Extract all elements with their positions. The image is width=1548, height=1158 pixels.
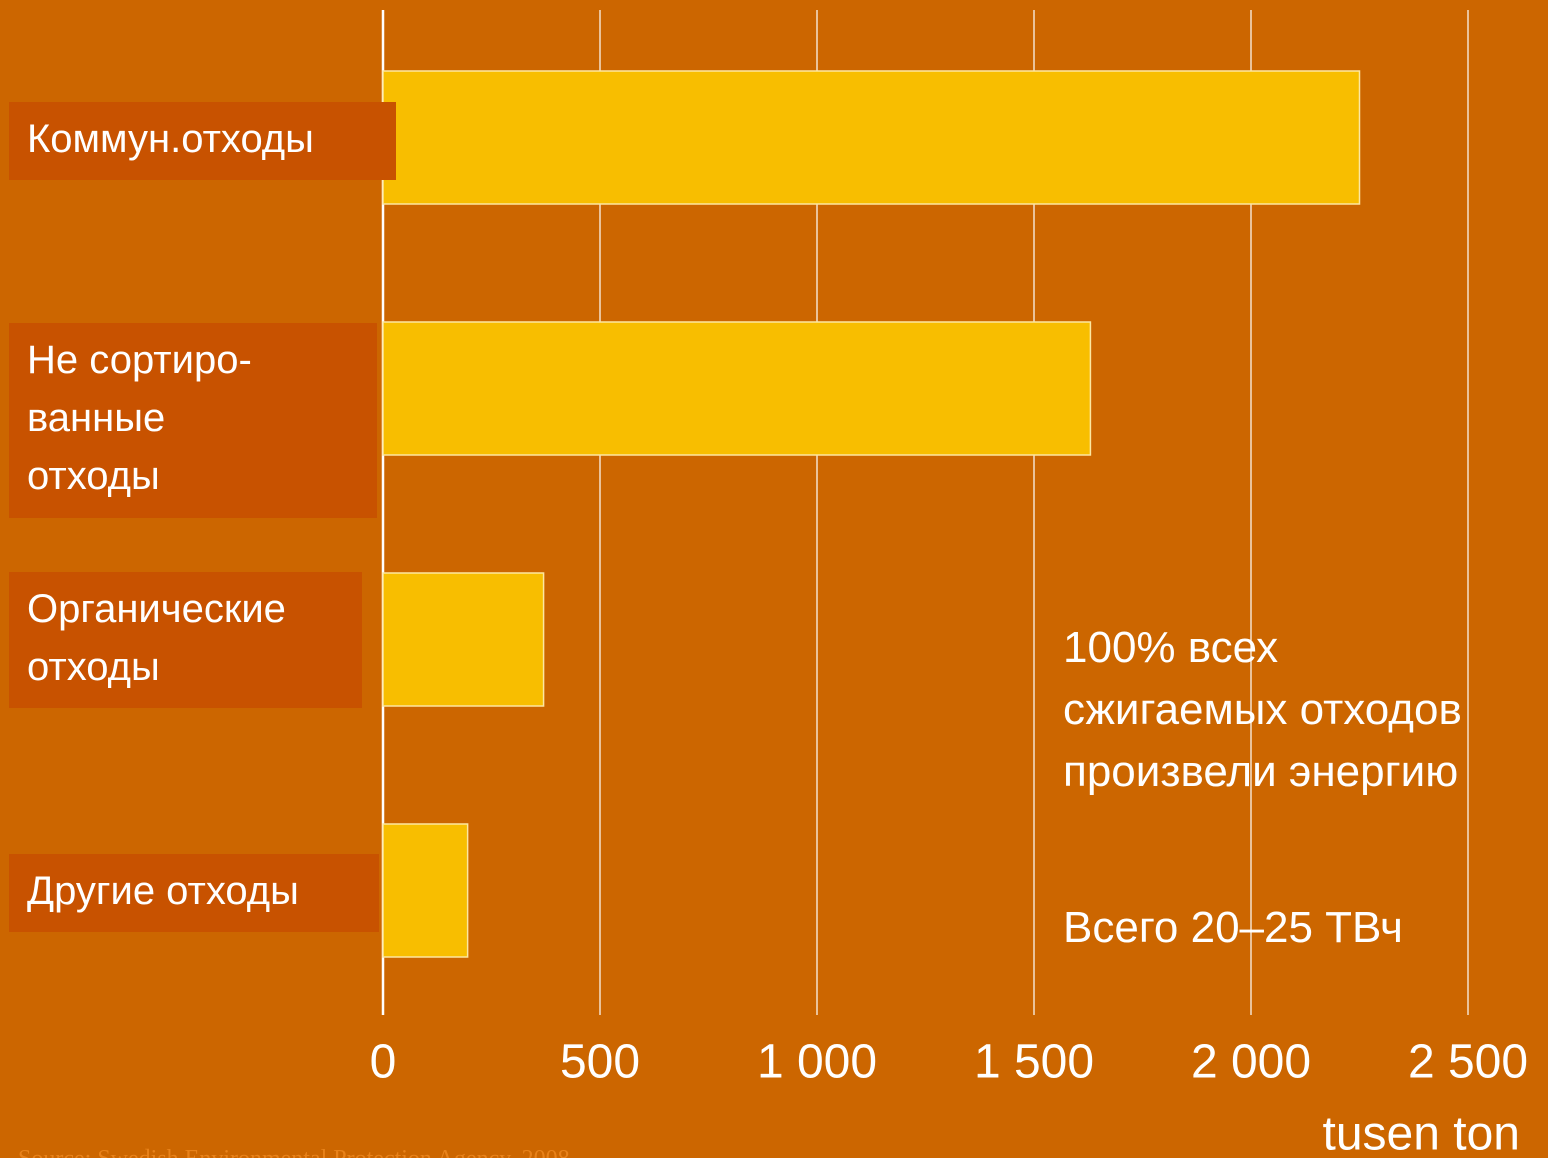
x-tick-label: 500 <box>560 1036 640 1089</box>
x-tick-label: 1 500 <box>974 1036 1094 1089</box>
bar <box>382 572 545 707</box>
category-label: Органические отходы <box>9 572 362 708</box>
annotation: 100% всех сжигаемых отходов произвели эн… <box>1063 623 1462 796</box>
source: Source: Swedish Environmental Protection… <box>18 1146 570 1158</box>
x-tick-label: 0 <box>370 1036 397 1089</box>
category-label: Другие отходы <box>9 854 379 932</box>
category-label: Не сортиро- ванные отходы <box>9 323 377 518</box>
bar <box>382 321 1092 456</box>
annotation: Всего 20–25 ТВч <box>1063 903 1403 952</box>
x-tick-label: 2 500 <box>1408 1036 1528 1089</box>
x-tick-label: 1 000 <box>757 1036 877 1089</box>
bar <box>382 70 1361 205</box>
x-tick-label: 2 000 <box>1191 1036 1311 1089</box>
bar <box>382 823 469 958</box>
x-axis-label: tusen ton <box>1323 1108 1520 1158</box>
category-label: Коммун.отходы <box>9 102 396 180</box>
